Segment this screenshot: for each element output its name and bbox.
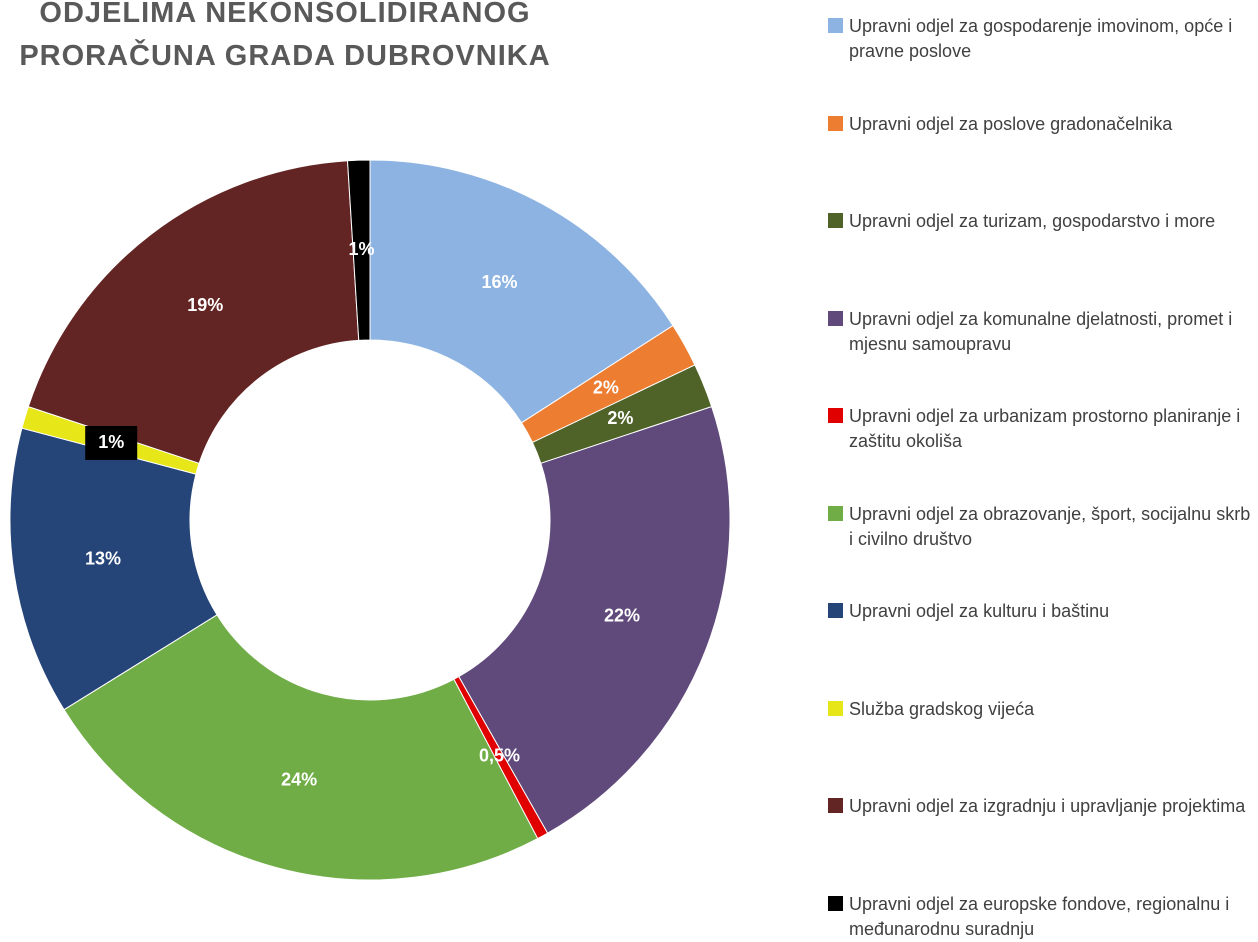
legend-swatch	[828, 310, 843, 326]
slice	[27, 160, 360, 464]
legend-swatch	[828, 18, 843, 33]
legend-item: Upravni odjel za kulturu i baštinu	[828, 599, 1253, 624]
data-label: 1%	[98, 432, 124, 452]
data-label: 2%	[607, 408, 633, 428]
legend-label: Upravni odjel za europske fondove, regio…	[849, 893, 1230, 939]
legend-swatch	[828, 700, 843, 716]
legend-item: Služba gradskog vijeća	[828, 697, 1253, 722]
chart-title: PRORAČUNA GRADA DUBROVNIKA	[19, 38, 550, 72]
legend-item: Upravni odjel za gospodarenje imovinom, …	[828, 14, 1253, 64]
legend-label: Upravni odjel za kulturu i baštinu	[849, 601, 1110, 621]
data-label: 22%	[604, 606, 640, 626]
legend-item: Upravni odjel za komunalne djelatnosti, …	[828, 307, 1253, 357]
legend-label: Upravni odjel za urbanizam prostorno pla…	[849, 406, 1241, 451]
data-label: 0,5%	[479, 746, 520, 766]
data-label: 1%	[349, 239, 375, 259]
chart-title: ODJELIMA NEKONSOLIDIRANOG	[39, 0, 530, 29]
legend-label: Upravni odjel za gospodarenje imovinom, …	[849, 16, 1233, 61]
legend-item: Upravni odjel za poslove gradonačelnika	[828, 112, 1253, 137]
legend-label: Upravni odjel za komunalne djelatnosti, …	[849, 308, 1233, 354]
legend-item: Upravni odjel za izgradnju i upravljanje…	[828, 794, 1253, 819]
legend-item: Upravni odjel za obrazovanje, šport, soc…	[828, 502, 1253, 552]
legend-item: Upravni odjel za europske fondove, regio…	[828, 892, 1253, 942]
legend-swatch	[828, 798, 843, 813]
legend-label: Služba gradskog vijeća	[849, 698, 1035, 719]
legend-swatch	[828, 603, 843, 618]
data-label: 2%	[593, 377, 619, 397]
slice	[9, 427, 218, 711]
slice	[458, 405, 731, 834]
legend-label: Upravni odjel za izgradnju i upravljanje…	[849, 796, 1246, 816]
legend-item: Upravni odjel za turizam, gospodarstvo i…	[828, 209, 1253, 234]
legend-item: Upravni odjel za urbanizam prostorno pla…	[828, 404, 1253, 454]
slice	[346, 159, 371, 341]
data-label: 24%	[281, 769, 317, 789]
legend-swatch	[828, 505, 843, 521]
data-label: 19%	[187, 295, 223, 315]
legend-swatch	[828, 895, 843, 911]
slice	[369, 159, 674, 424]
legend-swatch	[828, 115, 843, 131]
chart: ODJELIMA NEKONSOLIDIRANOG PRORAČUNA GRAD…	[9, 0, 731, 881]
data-label: 13%	[85, 549, 121, 569]
legend-swatch	[828, 408, 843, 423]
label-box	[85, 426, 138, 461]
legend-swatch	[828, 213, 843, 228]
legend-label: Upravni odjel za turizam, gospodarstvo i…	[849, 211, 1216, 231]
slice	[63, 614, 539, 881]
legend-label: Upravni odjel za obrazovanje, šport, soc…	[849, 503, 1251, 549]
legend-label: Upravni odjel za poslove gradonačelnika	[849, 113, 1173, 134]
data-label: 16%	[481, 272, 517, 292]
